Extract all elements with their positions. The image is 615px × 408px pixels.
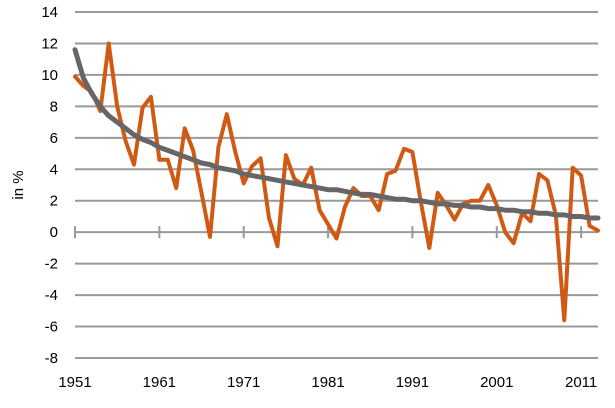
- y-tick-label: 10: [41, 67, 58, 84]
- y-tick-label: 4: [50, 161, 58, 178]
- x-tick-label: 2011: [565, 374, 597, 391]
- y-tick-label: -8: [45, 350, 58, 367]
- x-tick-label: 1981: [311, 374, 344, 391]
- y-tick-label: 0: [50, 224, 58, 241]
- x-axis: 1951 1961 1971 1981 1991 2001 2011: [58, 226, 598, 391]
- y-axis-ticks: -8 -6 -4 -2 0 2 4 6 8 10 12 14: [41, 4, 58, 367]
- y-tick-label: 12: [41, 35, 58, 52]
- series-line-trend: [72, 47, 601, 221]
- y-tick-label: 2: [50, 193, 58, 210]
- y-tick-label: -6: [45, 319, 58, 336]
- y-tick-label: 8: [50, 98, 58, 115]
- y-tick-label: 14: [41, 4, 58, 21]
- x-tick-label: 1961: [143, 374, 176, 391]
- series-lines: [72, 41, 601, 323]
- x-tick-label: 1971: [227, 374, 260, 391]
- series-line-values: [73, 41, 600, 323]
- x-tick-label: 2001: [480, 374, 513, 391]
- x-tick-label: 1951: [58, 374, 91, 391]
- y-tick-label: -2: [45, 256, 58, 273]
- y-tick-label: 6: [50, 130, 58, 147]
- gridlines: [75, 11, 598, 359]
- y-axis-label: in %: [10, 170, 27, 199]
- y-tick-label: -4: [45, 287, 58, 304]
- x-tick-label: 1991: [396, 374, 429, 391]
